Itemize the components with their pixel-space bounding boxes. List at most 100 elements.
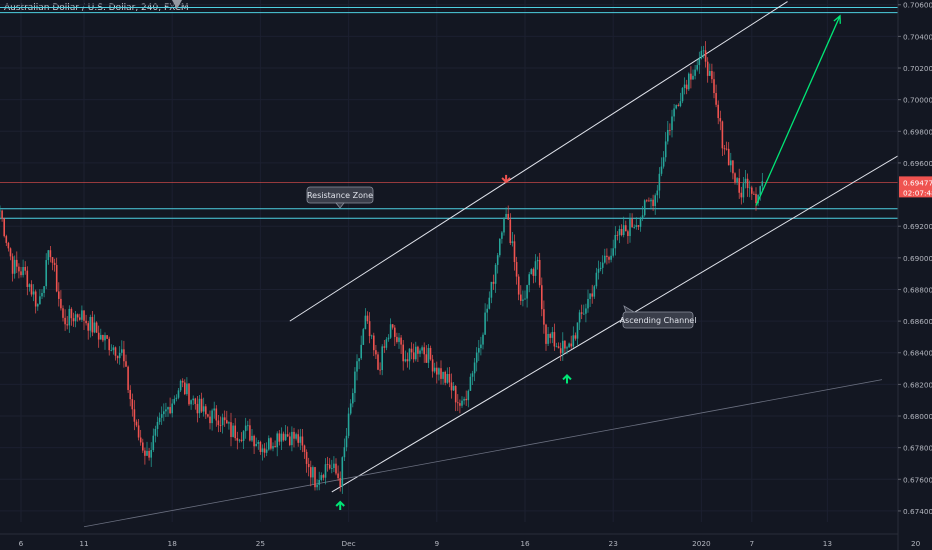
candle-body xyxy=(427,347,430,363)
candle-body xyxy=(753,193,755,195)
candle-body xyxy=(100,334,102,340)
candle-body xyxy=(412,352,415,360)
candle-body xyxy=(53,262,56,266)
candle-body xyxy=(656,190,659,196)
candle-body xyxy=(673,108,675,117)
candle-body xyxy=(759,186,761,195)
candle-body xyxy=(620,229,623,236)
candle-body xyxy=(734,173,736,183)
candle-body xyxy=(70,308,73,319)
candle-body xyxy=(494,264,497,284)
candle-body xyxy=(543,309,545,325)
price-tick-label: 0.70200 xyxy=(903,64,932,73)
candle-body xyxy=(276,433,278,448)
candle-body xyxy=(727,148,730,166)
candle-body xyxy=(347,413,350,436)
candle-body xyxy=(490,281,493,298)
candle-body xyxy=(394,327,396,337)
candle-body xyxy=(654,195,656,207)
candle-body xyxy=(41,292,43,297)
candle-body xyxy=(719,118,722,122)
time-axis: 6 11 18 25 Dec 9 16 23 2020 7 13 20 xyxy=(0,533,921,548)
candle-body xyxy=(125,361,127,367)
candle-body xyxy=(486,308,488,313)
candle-body xyxy=(463,398,465,401)
candle-body xyxy=(272,446,274,449)
resistance-zone-lines xyxy=(0,7,898,219)
candle-body xyxy=(751,187,753,194)
candle-body xyxy=(43,286,45,293)
candle-body xyxy=(616,234,619,236)
candle-body xyxy=(748,187,751,189)
candle-body xyxy=(452,386,455,391)
resistance-zone-callout-text: Resistance Zone xyxy=(307,191,373,200)
candle-body xyxy=(366,315,369,322)
candle-body xyxy=(576,322,579,339)
candle-body xyxy=(715,93,717,105)
price-tick-label: 0.68000 xyxy=(903,412,932,421)
candle-body xyxy=(228,422,230,424)
candle-body xyxy=(454,386,457,403)
candle-body xyxy=(255,443,257,447)
ascending-channel-callout-tail xyxy=(623,305,636,313)
candle-body xyxy=(1,210,3,219)
candle-body xyxy=(30,284,33,295)
candle-body xyxy=(303,445,306,452)
candle-body xyxy=(574,335,577,339)
candle-body xyxy=(562,340,564,354)
current-price-label: 0.69477 xyxy=(903,178,932,187)
candle-body xyxy=(328,464,331,469)
candle-body xyxy=(259,441,262,452)
time-tick-label: 7 xyxy=(749,539,754,548)
candle-body xyxy=(385,339,388,348)
candle-body xyxy=(429,347,432,360)
candle-body xyxy=(247,425,249,427)
candle-body xyxy=(541,285,543,310)
candle-body xyxy=(142,442,144,451)
candle-body xyxy=(322,475,325,478)
candle-body xyxy=(675,105,677,109)
candle-body xyxy=(72,318,75,322)
candle-body xyxy=(253,435,255,447)
candle-body xyxy=(736,178,738,183)
candle-body xyxy=(263,448,266,453)
candle-body xyxy=(398,337,400,342)
candle-body xyxy=(22,266,24,276)
candle-body xyxy=(274,446,276,448)
candle-body xyxy=(91,316,94,333)
candle-body xyxy=(230,422,232,437)
candle-body xyxy=(179,380,182,391)
candle-body xyxy=(133,409,136,422)
candle-body xyxy=(343,447,346,458)
candle-body xyxy=(614,234,617,249)
candle-body xyxy=(503,217,505,233)
candle-body xyxy=(643,200,646,216)
bounce-arrow-2 xyxy=(562,374,572,384)
candle-body xyxy=(507,213,509,220)
candle-body xyxy=(307,463,310,468)
candle-body xyxy=(692,75,694,80)
candle-body xyxy=(717,104,719,119)
candle-body xyxy=(297,434,299,443)
candle-body xyxy=(60,298,62,309)
candle-body xyxy=(39,296,41,305)
candle-body xyxy=(530,269,533,275)
candle-body xyxy=(660,166,663,174)
candle-body xyxy=(66,324,68,326)
candle-body xyxy=(165,409,167,412)
time-tick-label: 2020 xyxy=(692,539,711,548)
candle-body xyxy=(610,255,612,260)
candle-body xyxy=(299,436,302,443)
candle-body xyxy=(534,261,537,276)
candle-body xyxy=(667,129,669,142)
candle-body xyxy=(127,366,129,390)
candle-body xyxy=(268,438,270,450)
price-axis: 0.70600 0.70400 0.70200 0.70000 0.69800 0.696… xyxy=(897,0,932,550)
candle-body xyxy=(658,173,661,191)
price-tick-label: 0.67600 xyxy=(903,475,932,484)
candle-body xyxy=(652,199,654,207)
candle-body xyxy=(337,473,339,479)
candle-body xyxy=(478,348,480,353)
candle-body xyxy=(622,225,625,236)
